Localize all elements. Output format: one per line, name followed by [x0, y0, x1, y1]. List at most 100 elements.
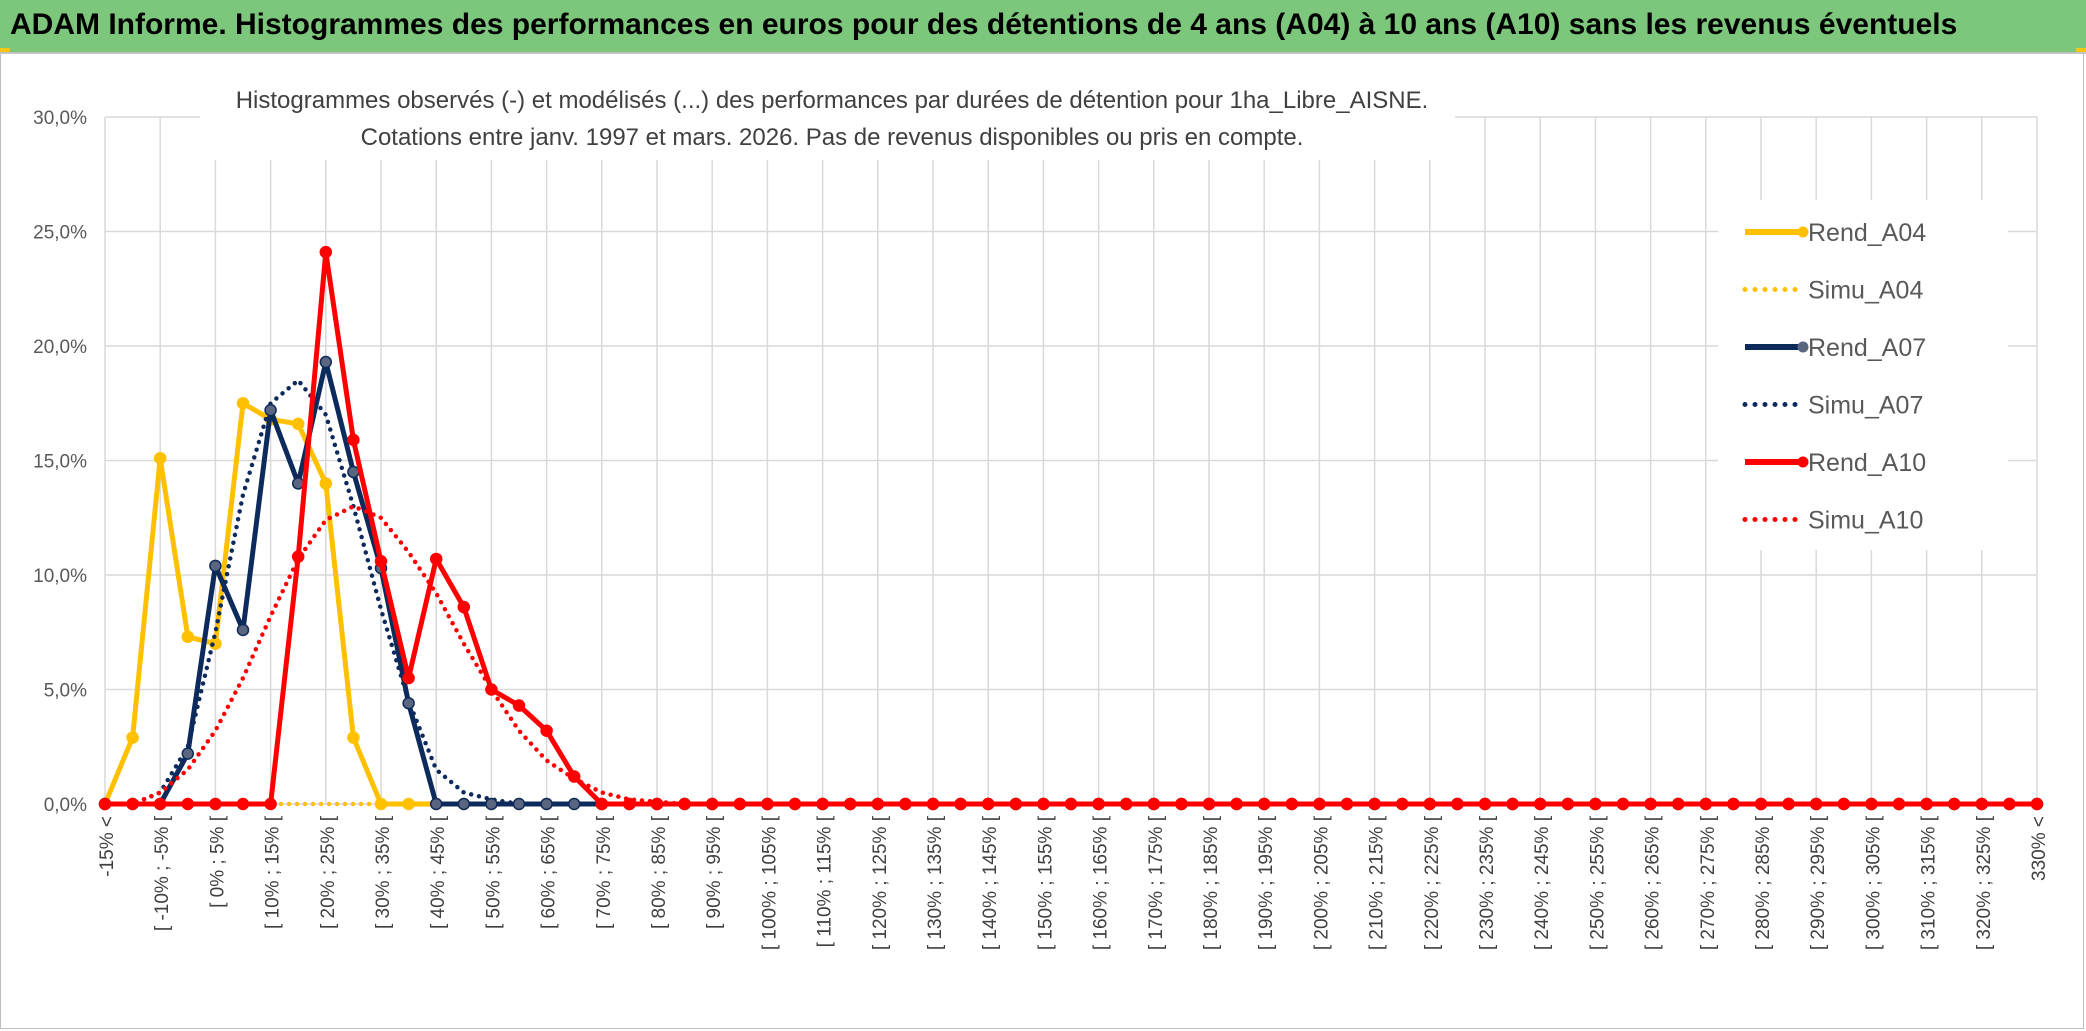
data-point	[926, 797, 940, 811]
data-point	[319, 477, 333, 490]
data-point	[1699, 797, 1713, 811]
data-point	[981, 797, 995, 811]
x-tick-label: [ 50% ; 55% [	[483, 815, 504, 929]
legend-marker	[1797, 226, 1809, 238]
data-point	[1561, 797, 1575, 811]
data-point	[1644, 797, 1657, 811]
x-tick-label: [ 40% ; 45% [	[428, 815, 449, 929]
data-point	[1285, 797, 1299, 811]
series-line-simu-a10	[102, 504, 2040, 807]
data-point	[402, 671, 415, 685]
data-point	[1009, 797, 1023, 811]
data-point	[1589, 797, 1602, 811]
data-point	[1920, 797, 1933, 811]
y-tick-label: 30,0%	[33, 108, 87, 129]
y-axis-labels: 0,0% 5,0% 10,0% 15,0% 20,0% 25,0% 30,0%	[33, 108, 87, 816]
data-point	[1119, 797, 1133, 811]
data-point	[816, 797, 829, 811]
data-point	[236, 623, 250, 637]
x-tick-label: [ 150% ; 155% [	[1035, 815, 1056, 950]
x-tick-label: [ 180% ; 185% [	[1201, 815, 1222, 950]
x-tick-label: [ 310% ; 315% [	[1919, 815, 1940, 950]
data-point	[595, 797, 609, 811]
data-point	[236, 397, 250, 410]
data-point	[871, 797, 885, 811]
y-tick-label: 5,0%	[44, 681, 87, 702]
data-point	[1809, 797, 1823, 811]
data-point	[843, 797, 857, 811]
x-tick-label: [ 190% ; 195% [	[1256, 815, 1277, 950]
x-tick-label: [ 20% ; 25% [	[318, 815, 339, 929]
x-tick-label: [ 110% ; 115% [	[815, 815, 836, 947]
data-point	[291, 417, 305, 431]
data-point	[1340, 797, 1354, 811]
data-point	[1616, 797, 1630, 811]
y-tick-label: 25,0%	[33, 223, 87, 244]
x-tick-label: [ 140% ; 145% [	[980, 815, 1001, 950]
x-tick-label: [ 290% ; 295% [	[1808, 815, 1829, 950]
data-point	[1368, 797, 1381, 811]
data-point	[761, 797, 774, 811]
data-point	[1837, 797, 1851, 811]
x-tick-label: [ 220% ; 225% [	[1422, 815, 1443, 950]
x-tick-label: [ 210% ; 215% [	[1367, 815, 1388, 950]
legend-label: Rend_A07	[1808, 334, 1926, 362]
x-tick-label: [ 60% ; 65% [	[539, 815, 560, 929]
x-tick-label: [ 270% ; 275% [	[1698, 815, 1719, 950]
data-point	[209, 797, 222, 811]
data-point	[650, 797, 664, 811]
x-tick-label: [ 230% ; 235% [	[1477, 815, 1498, 950]
data-point	[1754, 797, 1768, 811]
x-tick-label: [ 280% ; 285% [	[1753, 815, 1774, 950]
y-tick-label: 15,0%	[33, 452, 87, 473]
data-point	[402, 696, 415, 710]
legend-background	[1718, 200, 2008, 550]
x-tick-label: [ 250% ; 255% [	[1587, 815, 1608, 950]
y-tick-label: 0,0%	[44, 795, 87, 816]
x-tick-label: [ 120% ; 125% [	[870, 815, 891, 950]
data-point	[319, 355, 333, 369]
corner-accent-left	[0, 48, 10, 52]
data-point	[126, 797, 139, 811]
data-point	[1671, 797, 1685, 811]
legend-marker	[1797, 341, 1809, 353]
x-tick-label: [ 0% ; 5% [	[207, 815, 228, 908]
x-tick-label: [ 90% ; 95% [	[704, 815, 725, 929]
x-tick-label: [ 200% ; 205% [	[1311, 815, 1332, 950]
x-tick-label: [ 300% ; 305% [	[1863, 815, 1884, 950]
data-point	[485, 683, 498, 696]
legend: Rend_A04 Simu_A04 Rend_A07 Simu_A07 Rend_A10…	[1742, 219, 1926, 535]
x-tick-label: [ 320% ; 325% [	[1974, 815, 1995, 950]
data-point	[347, 731, 360, 744]
series-lines	[98, 245, 2044, 811]
legend-label: Rend_A10	[1808, 449, 1926, 477]
chart-frame	[0, 52, 2084, 1029]
header-bar: ADAM Informe. Histogrammes des performan…	[0, 0, 2086, 54]
data-point	[2030, 797, 2044, 811]
data-point	[98, 797, 112, 811]
data-point	[1037, 797, 1050, 811]
data-point	[540, 724, 553, 737]
x-tick-label: [ 170% ; 175% [	[1146, 815, 1167, 950]
data-point	[788, 797, 802, 811]
page-title: ADAM Informe. Histogrammes des performan…	[10, 8, 1958, 41]
data-point	[485, 797, 498, 811]
x-tick-label: [ 10% ; 15% [	[263, 815, 284, 929]
data-point	[1175, 797, 1188, 811]
legend-label: Simu_A10	[1808, 507, 1923, 535]
data-point	[954, 797, 967, 811]
chart-title: Histogrammes observés (-) et modélisés (…	[236, 87, 1429, 114]
x-tick-label: [ 240% ; 245% [	[1532, 815, 1553, 950]
data-point	[1451, 797, 1464, 811]
data-point	[429, 552, 443, 566]
data-point	[1147, 797, 1161, 811]
data-point	[429, 797, 443, 811]
data-point	[1395, 797, 1409, 811]
data-point	[153, 451, 167, 465]
data-point	[457, 600, 471, 614]
x-tick-label: [ 160% ; 165% [	[1091, 815, 1112, 950]
data-point	[402, 797, 415, 811]
data-point	[512, 699, 526, 712]
data-point	[1727, 797, 1740, 811]
data-point	[705, 797, 719, 811]
